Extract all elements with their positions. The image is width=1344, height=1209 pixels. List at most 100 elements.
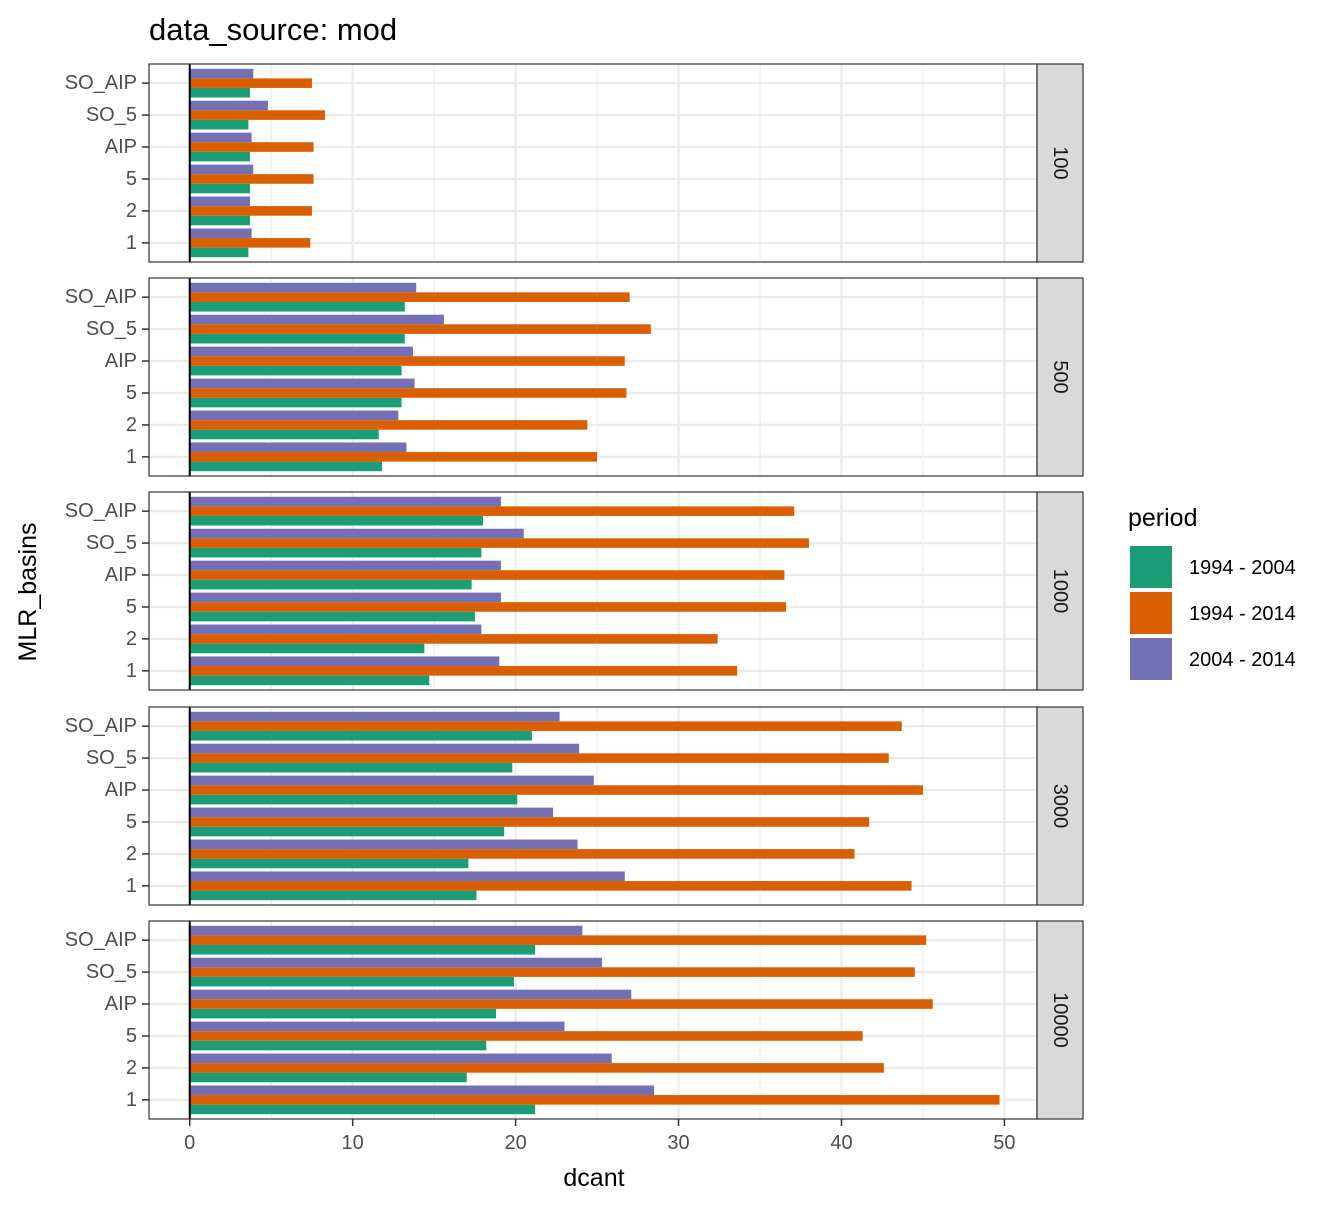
bar-1000-5-1994-2014 <box>189 602 787 612</box>
y-tick-label: AIP <box>105 564 137 586</box>
bar-1000-1-1994-2004 <box>189 675 430 686</box>
y-tick-label: 1 <box>126 232 137 254</box>
legend-label: 2004 - 2014 <box>1189 649 1296 671</box>
bar-3000-SO_AIP-2004-2014 <box>189 711 560 722</box>
bar-10000-5-2004-2014 <box>189 1021 565 1032</box>
bar-1000-SO_5-1994-2004 <box>189 547 482 558</box>
y-tick-label: 2 <box>126 1057 137 1079</box>
bar-1000-SO_5-2004-2014 <box>189 528 524 539</box>
facet-strip <box>1036 491 1084 691</box>
facet-panel-10000: 10000 1 2 5 AIP SO_5 SO_AIP <box>65 920 1084 1120</box>
facet-strip <box>1036 277 1084 477</box>
y-tick-label: AIP <box>105 993 137 1015</box>
bar-500-SO_5-2004-2014 <box>189 314 444 325</box>
bar-3000-2-1994-2014 <box>189 849 855 859</box>
bar-500-1-2004-2014 <box>189 442 407 453</box>
bar-1000-SO_AIP-1994-2004 <box>189 515 484 526</box>
y-tick-label: 5 <box>126 382 137 404</box>
y-tick-label: 5 <box>126 596 137 618</box>
x-tick-label: 30 <box>667 1132 689 1154</box>
bar-100-1-2004-2014 <box>189 228 252 239</box>
y-tick-label: SO_5 <box>86 318 137 340</box>
bar-1000-2-1994-2014 <box>189 634 718 644</box>
y-tick-label: SO_5 <box>86 104 137 126</box>
bar-3000-1-2004-2014 <box>189 871 625 882</box>
bar-100-AIP-2004-2014 <box>189 132 252 143</box>
y-tick-label: SO_AIP <box>65 929 137 951</box>
facet-panels: 100125AIPSO_5SO_AIP500125AIPSO_5SO_AIP10… <box>65 63 1084 1120</box>
bar-500-5-1994-2004 <box>189 397 402 408</box>
bar-10000-1-2004-2014 <box>189 1085 655 1096</box>
bar-100-SO_5-1994-2004 <box>189 119 249 130</box>
y-tick-label: 5 <box>126 168 137 190</box>
bar-100-2-1994-2014 <box>189 206 312 216</box>
facet-strip <box>1036 920 1084 1120</box>
y-tick-label: SO_5 <box>86 747 137 769</box>
legend-key <box>1130 592 1172 634</box>
y-tick-label: SO_5 <box>86 532 137 554</box>
bar-500-2-1994-2004 <box>189 429 379 440</box>
bar-3000-2-2004-2014 <box>189 839 578 850</box>
bar-10000-AIP-1994-2014 <box>189 999 933 1009</box>
facet-panel-500: 500 1 2 5 AIP SO_5 SO_AIP <box>65 277 1084 477</box>
bar-100-5-1994-2004 <box>189 183 251 194</box>
bar-10000-SO_5-1994-2014 <box>189 967 915 977</box>
bar-500-SO_5-1994-2004 <box>189 333 405 344</box>
y-tick-label: AIP <box>105 136 137 158</box>
bar-10000-AIP-1994-2004 <box>189 1008 497 1019</box>
bar-1000-SO_5-1994-2014 <box>189 538 809 548</box>
bar-3000-AIP-1994-2004 <box>189 794 518 805</box>
y-tick-label: AIP <box>105 779 137 801</box>
bar-3000-5-2004-2014 <box>189 807 554 818</box>
x-axis: 0 10 20 30 40 50 <box>184 1119 1016 1154</box>
bar-100-1-1994-2004 <box>189 247 249 258</box>
bar-1000-SO_AIP-2004-2014 <box>189 496 501 507</box>
bar-100-SO_AIP-1994-2014 <box>189 78 312 88</box>
bar-1000-1-1994-2014 <box>189 666 738 676</box>
bar-500-5-2004-2014 <box>189 378 415 389</box>
facet-strip-label: 3000 <box>1049 784 1071 829</box>
x-tick-label: 0 <box>184 1132 195 1154</box>
y-tick-label: 2 <box>126 200 137 222</box>
bar-500-SO_5-1994-2014 <box>189 324 651 334</box>
facet-panel-1000: 1000 1 2 5 AIP SO_5 SO_AIP <box>65 491 1084 691</box>
bar-100-AIP-1994-2004 <box>189 151 251 162</box>
bar-100-5-1994-2014 <box>189 174 314 184</box>
legend-key <box>1130 638 1172 680</box>
legend-label: 1994 - 2014 <box>1189 603 1296 625</box>
bar-10000-1-1994-2004 <box>189 1104 536 1115</box>
bar-500-AIP-2004-2014 <box>189 346 413 357</box>
bar-1000-2-2004-2014 <box>189 624 482 635</box>
bar-1000-AIP-2004-2014 <box>189 560 501 571</box>
bar-500-1-1994-2004 <box>189 461 382 472</box>
bar-1000-5-1994-2004 <box>189 611 475 622</box>
bar-100-SO_AIP-2004-2014 <box>189 68 254 79</box>
bar-1000-1-2004-2014 <box>189 656 500 667</box>
y-tick-label: 1 <box>126 660 137 682</box>
bar-500-SO_AIP-1994-2004 <box>189 301 405 312</box>
x-axis-title: dcant <box>563 1164 624 1192</box>
facet-strip-label: 10000 <box>1049 992 1071 1048</box>
bar-3000-5-1994-2004 <box>189 826 505 837</box>
bar-1000-5-2004-2014 <box>189 592 501 603</box>
bar-3000-SO_5-1994-2004 <box>189 762 513 773</box>
bar-500-1-1994-2014 <box>189 452 598 462</box>
facet-strip-label: 500 <box>1049 360 1071 393</box>
x-tick-label: 20 <box>504 1132 526 1154</box>
bar-3000-SO_AIP-1994-2004 <box>189 730 532 741</box>
y-tick-label: 2 <box>126 628 137 650</box>
bar-100-SO_5-1994-2014 <box>189 110 325 120</box>
x-tick-label: 50 <box>993 1132 1015 1154</box>
bar-3000-AIP-2004-2014 <box>189 775 594 786</box>
facet-panel-100: 100 1 2 5 AIP SO_5 SO_AIP <box>65 63 1084 263</box>
bar-3000-SO_5-1994-2014 <box>189 753 889 763</box>
bar-100-AIP-1994-2014 <box>189 142 314 152</box>
y-tick-label: SO_AIP <box>65 72 137 94</box>
bar-500-2-2004-2014 <box>189 410 399 421</box>
facet-strip-label: 1000 <box>1049 569 1071 614</box>
y-axis-title: MLR_basins <box>14 523 42 662</box>
facet-strip <box>1036 63 1084 263</box>
legend: period 1994 - 2004 1994 - 2014 2004 - 2014 <box>1128 504 1296 680</box>
bar-100-SO_AIP-1994-2004 <box>189 87 251 98</box>
